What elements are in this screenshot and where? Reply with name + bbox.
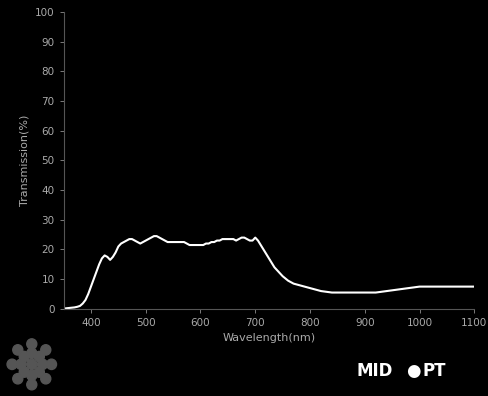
Y-axis label: Transmission(%): Transmission(%) (20, 115, 29, 206)
Circle shape (46, 359, 57, 369)
Circle shape (19, 367, 29, 377)
Text: PT: PT (422, 362, 446, 380)
Circle shape (41, 345, 51, 355)
Circle shape (27, 370, 37, 381)
Circle shape (27, 379, 37, 390)
Circle shape (34, 351, 44, 362)
Circle shape (27, 348, 37, 358)
Circle shape (27, 339, 37, 349)
X-axis label: Wavelength(nm): Wavelength(nm) (222, 333, 315, 343)
Circle shape (34, 367, 44, 377)
Circle shape (41, 373, 51, 384)
Text: ●: ● (405, 362, 420, 380)
Circle shape (13, 345, 23, 355)
Circle shape (19, 351, 29, 362)
Circle shape (38, 359, 47, 369)
Circle shape (16, 359, 26, 369)
Text: MID: MID (356, 362, 392, 380)
Circle shape (13, 373, 23, 384)
Circle shape (27, 359, 37, 369)
Circle shape (7, 359, 17, 369)
